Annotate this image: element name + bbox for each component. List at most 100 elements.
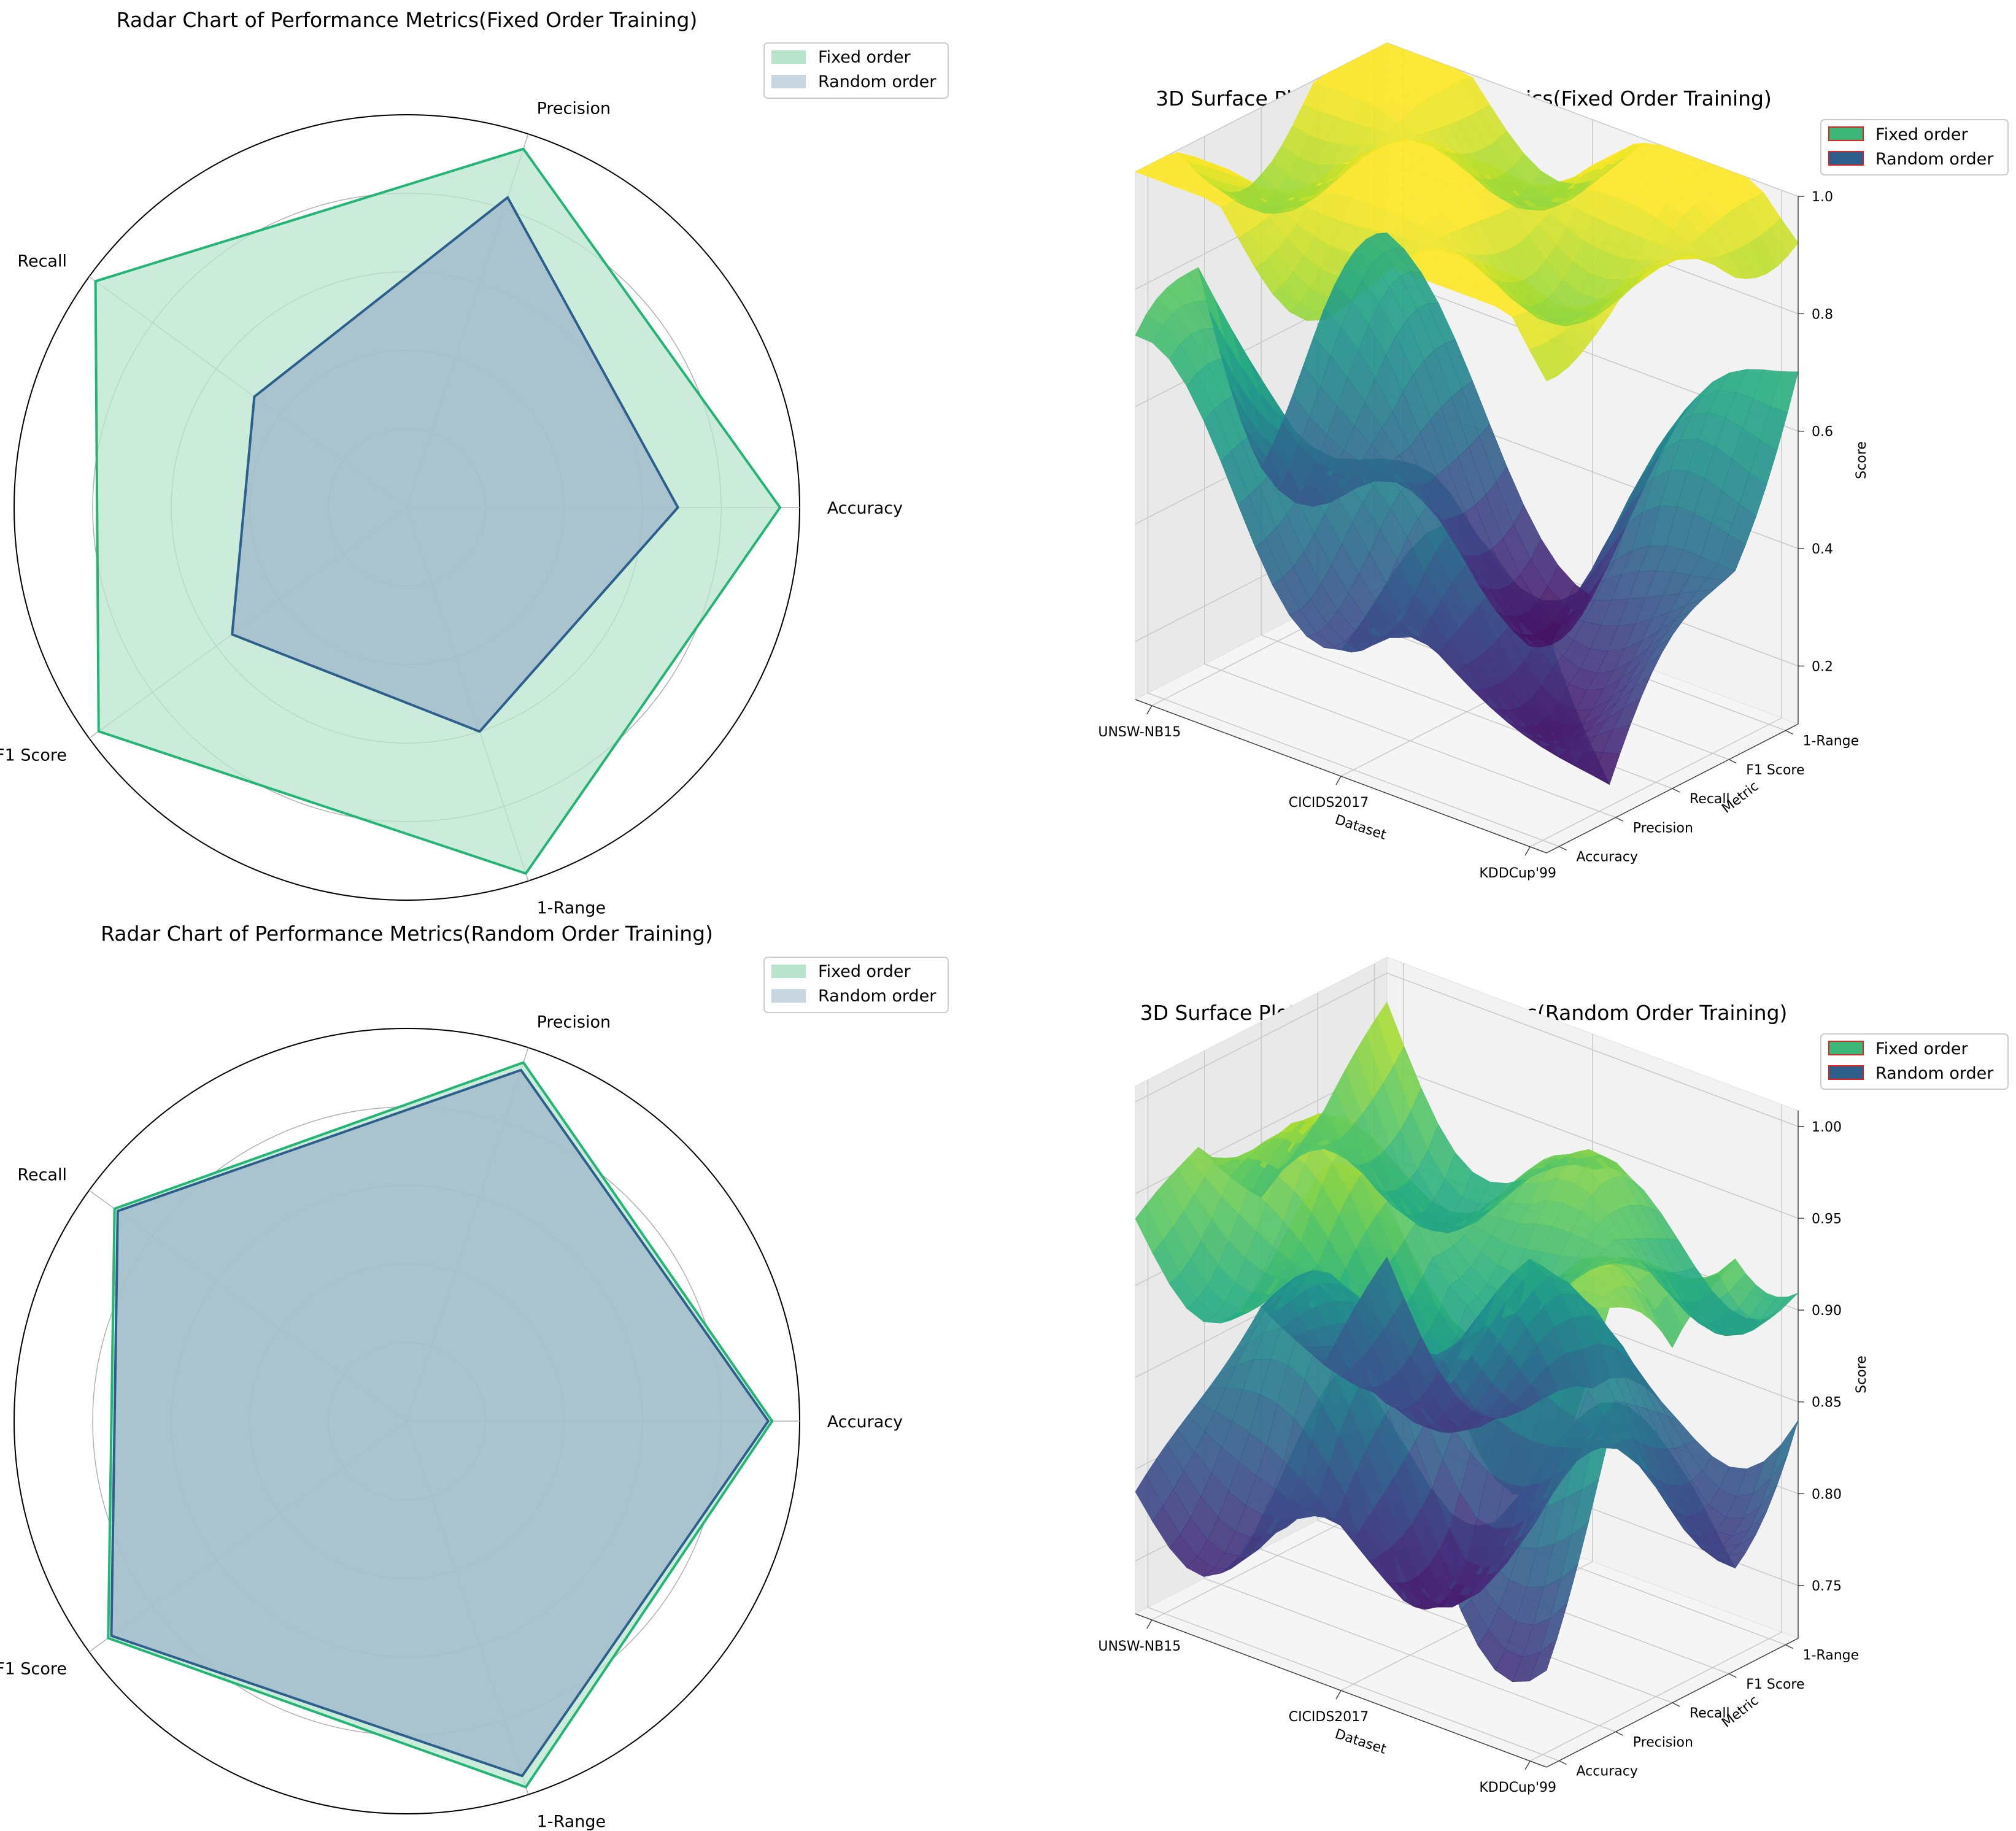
legend-swatch-random-order [1828, 1065, 1864, 1080]
tick-mark [1672, 788, 1680, 793]
tick-mark [1785, 1644, 1793, 1649]
axis-label-1-range: 1-Range [537, 898, 606, 917]
legend-label-random-order: Random order [818, 72, 937, 91]
x-tick-label: KDDCup'99 [1479, 866, 1556, 881]
axis-label-precision: Precision [537, 1013, 611, 1032]
z-tick-label: 0.2 [1812, 659, 1833, 674]
legend: Fixed order Random order [1820, 1033, 2009, 1090]
surface-plot: UNSW-NB15 CICIDS2017 KDDCup'99 Accuracy Prec… [1098, 42, 1869, 881]
legend-label-fixed-order: Fixed order [1875, 1039, 1968, 1058]
z-axis-label: Score [1854, 1355, 1869, 1393]
axis-label-precision: Precision [537, 99, 611, 118]
tick-mark [1524, 846, 1531, 856]
tick-mark [1335, 776, 1342, 785]
legend: Fixed order Random order [763, 42, 949, 99]
tick-mark [1615, 1731, 1624, 1736]
legend-swatch-fixed-order [1828, 126, 1864, 141]
legend-frame [763, 957, 949, 1013]
y-tick-label: Precision [1633, 1735, 1693, 1750]
x-tick-label: UNSW-NB15 [1098, 1639, 1181, 1654]
radar-plot: Accuracy Precision Recall F1 Score 1-Range [0, 1013, 903, 1831]
legend-frame [1820, 1033, 2009, 1090]
axis-label-f1-score: F1 Score [0, 1660, 67, 1679]
radar-panel-random-order-training: Radar Chart of Performance Metrics(Rando… [0, 922, 949, 1831]
y-tick-label: Precision [1633, 820, 1693, 836]
legend-swatch-fixed-order [771, 965, 806, 978]
grid-line [1148, 1606, 1559, 1762]
tick-mark [1146, 1619, 1153, 1629]
z-tick-label: 1.0 [1812, 190, 1833, 205]
tick-mark [1615, 817, 1624, 822]
surface-panel-fixed-order-training: 3D Surface Plot of Performance Metrics(F… [1098, 42, 2009, 881]
legend: Fixed order Random order [1820, 119, 2009, 175]
legend-swatch-fixed-order [1828, 1041, 1864, 1055]
surface-plot: UNSW-NB15 CICIDS2017 KDDCup'99 Accuracy Prec… [1098, 957, 1869, 1795]
grid-line [1204, 1578, 1616, 1732]
y-tick-label: F1 Score [1746, 763, 1804, 778]
tick-mark [1335, 1690, 1342, 1700]
legend-frame [763, 42, 949, 99]
radar-line-fixed-order [94, 147, 781, 875]
z-tick-label: 1.00 [1812, 1120, 1842, 1135]
axis-label-accuracy: Accuracy [827, 499, 903, 518]
z-tick-label: 0.85 [1812, 1395, 1842, 1411]
chart-title: Radar Chart of Performance Metrics(Rando… [101, 922, 713, 946]
legend-label-random-order: Random order [1875, 1064, 1994, 1083]
radar-line-fixed-order [107, 1061, 774, 1789]
grid-line [1386, 973, 1799, 1127]
y-tick-label: F1 Score [1746, 1677, 1804, 1692]
tick-mark [1785, 730, 1793, 735]
legend-label-fixed-order: Fixed order [818, 962, 911, 981]
legend-frame [1820, 119, 2009, 175]
legend-swatch-random-order [771, 989, 806, 1003]
tick-mark [1559, 846, 1567, 851]
tick-mark [1728, 1673, 1737, 1678]
grid-line [1204, 663, 1616, 818]
z-axis-label: Score [1854, 441, 1869, 479]
grid-line [1261, 1549, 1673, 1703]
tick-mark [1672, 1702, 1680, 1707]
tick-mark [1524, 1760, 1531, 1770]
y-tick-label: Recall [1690, 1706, 1730, 1721]
y-tick-label: Recall [1690, 792, 1730, 807]
tick-mark [1728, 759, 1737, 764]
axis-label-f1-score: F1 Score [0, 746, 67, 765]
legend-label-random-order: Random order [818, 987, 937, 1006]
y-tick-label: Accuracy [1577, 850, 1638, 865]
surface-panel-random-order-training: 3D Surface Plot of Performance Metrics(R… [1098, 957, 2009, 1795]
radar-area-random-order [232, 197, 678, 732]
axis-label-recall: Recall [17, 252, 67, 271]
x-tick-label: CICIDS2017 [1289, 795, 1369, 811]
z-tick-label: 0.95 [1812, 1211, 1842, 1227]
axis-label-recall: Recall [17, 1165, 67, 1184]
z-tick-label: 0.90 [1812, 1303, 1842, 1319]
x-tick-label: KDDCup'99 [1479, 1780, 1556, 1795]
y-tick-label: 1-Range [1803, 1648, 1860, 1663]
radar-line-random-order [231, 196, 679, 733]
legend-label-fixed-order: Fixed order [818, 48, 911, 67]
x-tick-label: UNSW-NB15 [1098, 725, 1181, 740]
x-axis-label: Dataset [1333, 812, 1388, 844]
legend: Fixed order Random order [763, 957, 949, 1013]
radar-plot: Accuracy Precision Recall F1 Score 1-Range [0, 99, 903, 918]
legend-label-random-order: Random order [1875, 150, 1994, 169]
z-tick-label: 0.80 [1812, 1487, 1842, 1502]
radar-line-random-order [110, 1068, 770, 1778]
radar-panel-fixed-order-training: Radar Chart of Performance Metrics(Fixed… [0, 8, 949, 918]
tick-mark [1146, 705, 1153, 715]
radar-area-random-order [111, 1070, 768, 1776]
legend-swatch-random-order [1828, 151, 1864, 166]
axis-label-1-range: 1-Range [537, 1812, 606, 1831]
x-tick-label: CICIDS2017 [1289, 1710, 1369, 1725]
tick-mark [1559, 1760, 1567, 1765]
z-tick-label: 0.75 [1812, 1579, 1842, 1594]
legend-label-fixed-order: Fixed order [1875, 125, 1968, 144]
y-tick-label: 1-Range [1803, 734, 1860, 749]
legend-swatch-random-order [771, 75, 806, 88]
chart-title: Radar Chart of Performance Metrics(Fixed… [117, 8, 698, 32]
grid-line [1148, 692, 1559, 847]
x-axis-label: Dataset [1333, 1727, 1388, 1758]
z-tick-label: 0.4 [1812, 542, 1833, 557]
grid-line [1386, 1064, 1799, 1219]
